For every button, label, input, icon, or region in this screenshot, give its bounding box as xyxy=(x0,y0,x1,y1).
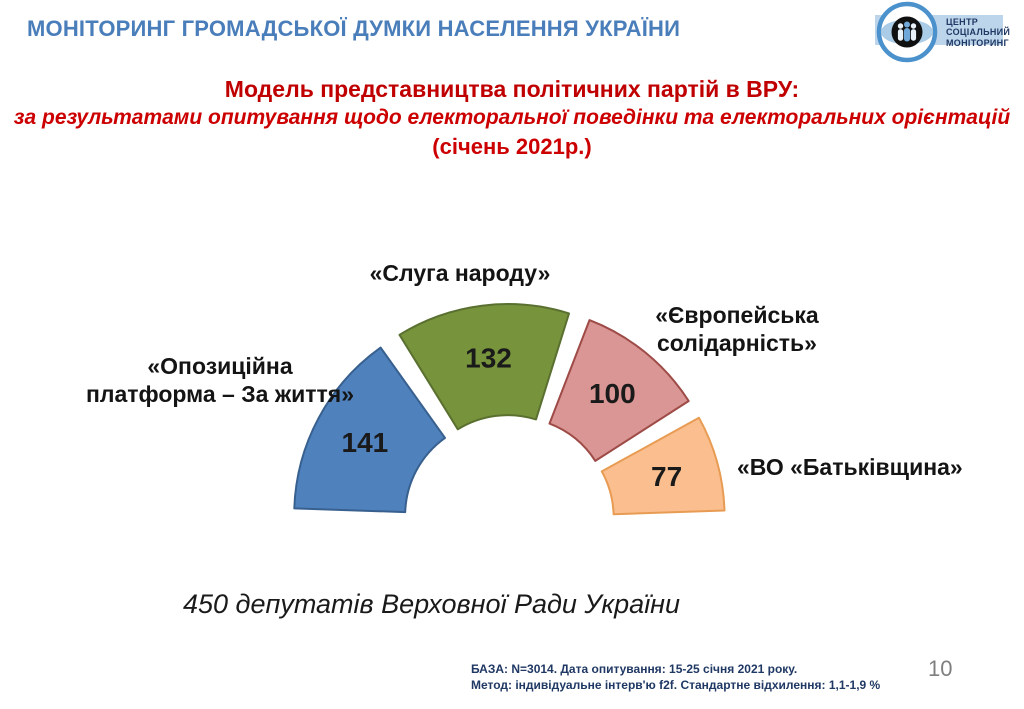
donut-slice-3 xyxy=(600,416,726,516)
donut-slice-1 xyxy=(398,303,570,431)
slice-value-3: 77 xyxy=(651,461,682,492)
org-logo xyxy=(876,1,938,63)
slice-label-sluga-narodu: «Слуга народу» xyxy=(369,260,551,286)
chart-subtitle-date: (січень 2021р.) xyxy=(432,134,592,159)
slice-value-1: 132 xyxy=(465,342,512,373)
footer-note-line1: БАЗА: N=3014. Дата опитування: 15-25 січ… xyxy=(471,662,798,676)
page-title: МОНІТОРИНГ ГРОМАДСЬКОЇ ДУМКИ НАСЕЛЕННЯ У… xyxy=(27,16,681,41)
slice-label-batkivshchyna: «ВО «Батьківщина» xyxy=(737,454,963,480)
slice-label-opposition-platform: «Опозиційна платформа – За життя» xyxy=(85,353,355,408)
logo-text-line: ЦЕНТР xyxy=(946,17,979,27)
chart-title: Модель представництва політичних партій … xyxy=(224,76,800,102)
logo-text-line: СОЦІАЛЬНИЙ xyxy=(946,27,1011,38)
half-donut-chart: 141 132 100 77 xyxy=(293,303,726,516)
people-icon xyxy=(891,16,923,48)
donut-slice-2 xyxy=(548,319,690,462)
logo-text-line: МОНІТОРИНГ xyxy=(946,37,1009,48)
footer-note: БАЗА: N=3014. Дата опитування: 15-25 січ… xyxy=(471,662,880,693)
donut-slice-0 xyxy=(293,346,446,514)
slice-label-european-solidarity: «Європейська солідарність» xyxy=(655,302,819,357)
slice-value-2: 100 xyxy=(589,378,636,409)
page-number: 10 xyxy=(928,656,953,681)
chart-caption: 450 депутатів Верховної Ради України xyxy=(183,589,681,619)
slice-value-0: 141 xyxy=(342,427,389,458)
chart-subtitle: за результатами опитування щодо електора… xyxy=(13,106,1011,129)
logo-text: ЦЕНТР СОЦІАЛЬНИЙ МОНІТОРИНГ xyxy=(946,17,1010,48)
footer-note-line2: Метод: індивідуальне інтерв'ю f2f. Станд… xyxy=(471,677,881,692)
